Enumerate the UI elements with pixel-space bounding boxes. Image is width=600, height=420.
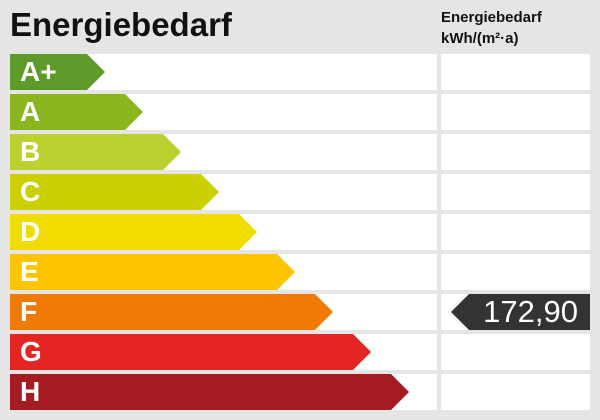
value-cell <box>441 134 590 170</box>
value-cell <box>441 374 590 410</box>
class-arrow-shape <box>10 94 143 130</box>
value-cell <box>441 94 590 130</box>
value-cell <box>441 174 590 210</box>
class-arrow <box>10 134 181 170</box>
class-label: B <box>20 136 41 167</box>
class-label: A+ <box>20 56 57 87</box>
class-arrow-shape <box>10 134 181 170</box>
energy-class-row: G <box>10 334 590 370</box>
class-arrow-shape <box>10 174 219 210</box>
value-cell <box>441 334 590 370</box>
column-title-line1: Energiebedarf <box>441 9 542 26</box>
energy-class-row: B <box>10 134 590 170</box>
class-arrow <box>10 214 257 250</box>
page-title: Energiebedarf <box>10 6 232 43</box>
class-arrow-shape <box>10 374 409 410</box>
class-arrow <box>10 54 105 90</box>
column-title-unit: kWh/(m²·a) <box>441 30 519 47</box>
class-arrow-shape <box>10 294 333 330</box>
class-arrow-shape <box>10 214 257 250</box>
class-arrow-shape <box>10 54 105 90</box>
energy-class-row: F 172,90 <box>10 294 590 330</box>
value-cell <box>441 54 590 90</box>
class-label: C <box>20 176 41 207</box>
class-arrow <box>10 254 295 290</box>
energy-class-row: A+ <box>10 54 590 90</box>
class-arrow-shape <box>10 334 371 370</box>
class-arrow <box>10 174 219 210</box>
energy-value: 172,90 <box>483 294 578 329</box>
energy-class-row: A <box>10 94 590 130</box>
class-arrow <box>10 94 143 130</box>
class-arrow <box>10 294 333 330</box>
class-label: F <box>20 296 38 327</box>
class-arrow <box>10 374 409 410</box>
energy-class-row: E <box>10 254 590 290</box>
energy-class-row: H <box>10 374 590 410</box>
value-cell <box>441 214 590 250</box>
column-title: Energiebedarf kWh/(m²·a) <box>441 7 542 49</box>
value-indicator: 172,90 <box>451 294 590 330</box>
class-label: H <box>20 376 41 407</box>
energy-class-row: D <box>10 214 590 250</box>
energy-class-row: C <box>10 174 590 210</box>
class-label: A <box>20 96 41 127</box>
class-arrow-shape <box>10 254 295 290</box>
value-indicator-arrow <box>451 294 590 330</box>
class-label: E <box>20 256 39 287</box>
class-arrow <box>10 334 371 370</box>
class-label: D <box>20 216 41 247</box>
class-label: G <box>20 336 42 367</box>
value-cell <box>441 254 590 290</box>
